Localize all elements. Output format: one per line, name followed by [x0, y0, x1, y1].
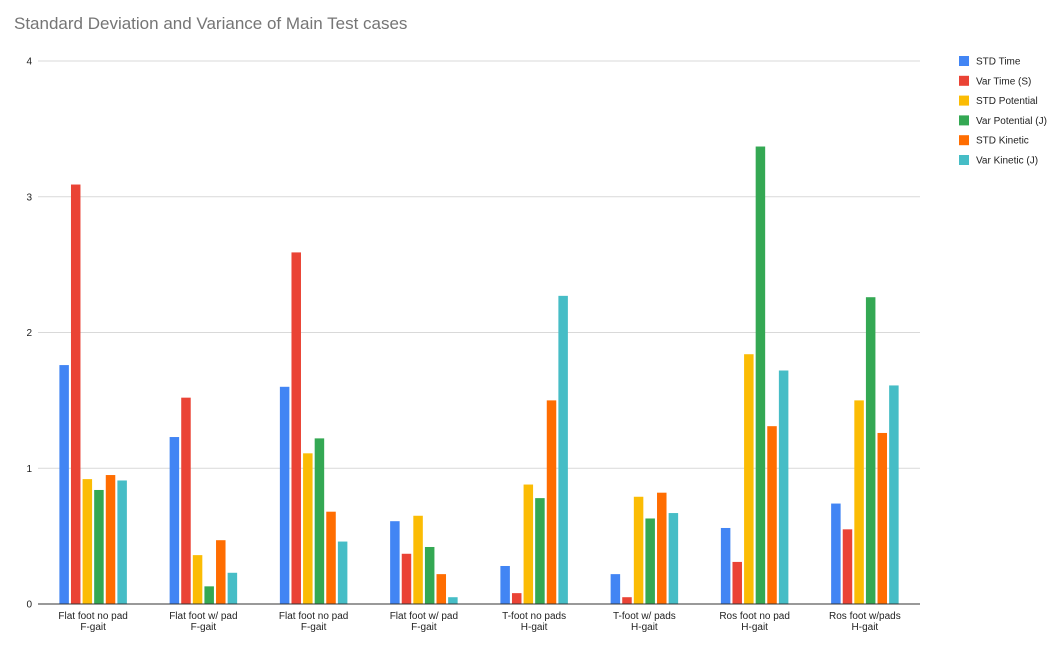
- bar: [511, 593, 522, 604]
- chart-title: Standard Deviation and Variance of Main …: [14, 14, 408, 33]
- bar: [192, 555, 203, 604]
- x-tick-label: F-gait: [411, 622, 437, 633]
- y-tick-label: 1: [26, 464, 32, 475]
- bar: [778, 370, 789, 604]
- x-tick-label: F-gait: [80, 622, 106, 633]
- bar: [94, 489, 104, 604]
- bar: [227, 572, 238, 604]
- bar: [303, 453, 313, 604]
- bar: [204, 586, 214, 604]
- bar: [70, 184, 81, 604]
- x-tick-label: Flat foot w/ pad: [390, 611, 458, 622]
- bar: [831, 503, 841, 604]
- bar: [865, 297, 876, 604]
- bar: [546, 400, 557, 605]
- x-tick-label: H-gait: [521, 622, 548, 633]
- bar: [668, 513, 679, 604]
- bar: [169, 437, 180, 604]
- x-tick-label: F-gait: [301, 622, 327, 633]
- bar: [82, 479, 93, 604]
- bar: [500, 565, 510, 604]
- x-tick-label: Flat foot w/ pad: [169, 611, 237, 622]
- legend-swatch: [959, 95, 969, 106]
- x-tick-label: Flat foot no pad: [279, 611, 349, 622]
- x-tick-label: T-foot no pads: [502, 611, 566, 622]
- x-tick-label: F-gait: [191, 622, 217, 633]
- bar: [523, 484, 534, 604]
- bar: [105, 475, 116, 604]
- legend-swatch: [959, 115, 969, 126]
- x-tick-label: H-gait: [852, 622, 879, 633]
- bar: [889, 385, 899, 604]
- bar: [744, 354, 754, 604]
- bar: [413, 515, 423, 604]
- bar: [720, 527, 731, 604]
- bar: [535, 498, 545, 604]
- x-tick-label: H-gait: [631, 622, 658, 633]
- bar: [314, 438, 325, 604]
- y-tick-label: 2: [26, 328, 32, 339]
- bar: [767, 426, 777, 604]
- bar: [216, 540, 226, 604]
- x-tick-label: Ros foot no pad: [719, 611, 790, 622]
- bar: [877, 432, 888, 604]
- bar: [279, 386, 290, 604]
- bar: [622, 597, 632, 604]
- legend-label: Var Kinetic (J): [976, 156, 1038, 167]
- legend-swatch: [959, 135, 969, 146]
- legend-swatch: [959, 155, 969, 165]
- bars: [59, 146, 899, 605]
- legend-label: Var Potential (J): [976, 116, 1047, 127]
- bar: [326, 511, 336, 604]
- bar: [610, 574, 621, 604]
- legend-label: STD Potential: [976, 96, 1038, 107]
- bar: [291, 252, 301, 604]
- bar: [424, 546, 435, 604]
- y-tick-label: 0: [26, 600, 32, 611]
- bar: [732, 561, 742, 604]
- x-tick-label: Ros foot w/pads: [829, 611, 901, 622]
- x-tick-label: T-foot w/ pads: [613, 611, 676, 622]
- legend-swatch: [959, 75, 969, 86]
- bar: [854, 400, 864, 605]
- bar: [59, 365, 69, 604]
- bar: [633, 496, 644, 604]
- bar: [657, 492, 667, 604]
- x-tick-label: H-gait: [741, 622, 768, 633]
- x-tick-label: Flat foot no pad: [58, 611, 128, 622]
- bar: [117, 480, 127, 604]
- y-tick-label: 3: [26, 192, 32, 203]
- y-tick-label: 4: [26, 57, 32, 68]
- legend-label: STD Time: [976, 57, 1021, 68]
- legend-swatch: [959, 56, 969, 66]
- bar: [401, 553, 412, 604]
- bar: [558, 295, 568, 604]
- legend-label: STD Kinetic: [976, 136, 1029, 147]
- bar: [436, 574, 447, 604]
- bar: [337, 541, 348, 604]
- bar: [645, 518, 655, 604]
- bar: [390, 521, 400, 604]
- legend: STD Time Var Time (S) STD Potential Var Pot…: [959, 56, 1047, 167]
- bar: [181, 397, 191, 604]
- bar: [755, 146, 766, 604]
- bar: [448, 597, 458, 604]
- legend-label: Var Time (S): [976, 76, 1031, 87]
- bar: [842, 529, 853, 604]
